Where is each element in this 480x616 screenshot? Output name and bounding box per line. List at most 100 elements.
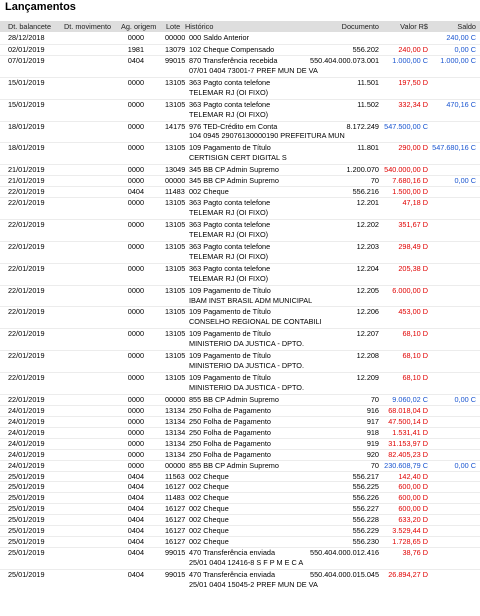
col-ag-origem[interactable]: Ag. origem	[121, 22, 157, 31]
cell-historico: 002 Cheque	[189, 526, 229, 536]
table-row: 22/01/2019 0404 11483 002 Cheque 556.216 1.50…	[0, 186, 480, 197]
cell-ag-origem: 0000	[127, 394, 144, 404]
cell-saldo: 0,00 C	[454, 44, 477, 54]
cell-saldo: 0,00 C	[454, 394, 477, 404]
table-row: 24/01/2019 0000 13134 250 Folha de Pagament…	[0, 426, 480, 438]
cell-historico-detail: MINISTERIO DA JUSTICA - DPTO.	[189, 361, 305, 371]
cell-documento: 12.204	[356, 263, 379, 273]
cell-valor: 26.894,27 D	[388, 569, 428, 579]
cell-historico: 855 BB CP Admin Supremo	[189, 460, 279, 470]
cell-saldo: 0,00 C	[454, 176, 477, 186]
cell-dt-balancete: 22/01/2019	[8, 219, 45, 229]
cell-ag-origem: 0000	[127, 460, 144, 470]
cell-ag-origem: 0000	[127, 438, 144, 448]
col-saldo[interactable]: Saldo	[457, 22, 476, 31]
table-row-detail: CERTISIGN CERT DIGITAL S	[0, 153, 480, 164]
cell-documento: 556.202	[352, 44, 379, 54]
cell-valor: 82.405,23 D	[388, 449, 428, 459]
table-row-detail: TELEMAR RJ (OI FIXO)	[0, 208, 480, 219]
cell-dt-balancete: 24/01/2019	[8, 405, 45, 415]
cell-historico: 363 Pagto conta telefone	[189, 99, 271, 109]
cell-dt-balancete: 24/01/2019	[8, 427, 45, 437]
cell-lote: 99015	[165, 55, 186, 65]
cell-ag-origem: 0000	[127, 329, 144, 339]
cell-dt-balancete: 18/01/2019	[8, 121, 45, 131]
cell-valor: 3.529,44 D	[392, 526, 428, 536]
cell-historico: 109 Pagamento de Título	[189, 143, 271, 153]
cell-dt-balancete: 22/01/2019	[8, 198, 45, 208]
cell-dt-balancete: 25/01/2019	[8, 526, 45, 536]
cell-historico: 250 Folha de Pagamento	[189, 416, 271, 426]
col-documento[interactable]: Documento	[341, 22, 379, 31]
table-row: 22/01/2019 0000 13105 109 Pagamento de Títu…	[0, 350, 480, 361]
cell-valor: 1.000,00 C	[392, 55, 428, 65]
table-row: 25/01/2019 0404 16127 002 Cheque 556.225 600,…	[0, 481, 480, 492]
cell-lote: 11563	[165, 471, 185, 481]
col-dt-movimento[interactable]: Dt. movimento	[64, 22, 112, 31]
cell-valor: 332,34 D	[398, 99, 428, 109]
cell-valor: 1.531,41 D	[392, 427, 428, 437]
cell-documento: 70	[370, 460, 379, 470]
table-row-detail: TELEMAR RJ (OI FIXO)	[0, 230, 480, 241]
cell-documento: 920	[366, 449, 379, 459]
cell-lote: 13134	[165, 449, 186, 459]
cell-lote: 16127	[165, 504, 186, 514]
cell-historico: 855 BB CP Admin Supremo	[189, 394, 279, 404]
table-row: 24/01/2019 0000 00000 855 BB CP Admin Supre…	[0, 459, 480, 471]
table-row-detail: MINISTERIO DA JUSTICA - DPTO.	[0, 339, 480, 350]
table-row: 15/01/2019 0000 13105 363 Pagto conta telef…	[0, 76, 480, 88]
cell-ag-origem: 0000	[127, 373, 144, 383]
cell-lote: 13079	[165, 44, 186, 54]
cell-ag-origem: 1981	[127, 44, 144, 54]
table-row: 25/01/2019 0404 16127 002 Cheque 556.230 1.72…	[0, 536, 480, 547]
cell-historico-detail: CONSELHO REGIONAL DE CONTABILI	[189, 317, 322, 327]
cell-ag-origem: 0000	[127, 165, 144, 175]
cell-lote: 13105	[165, 329, 186, 339]
cell-documento: 70	[370, 176, 379, 186]
cell-dt-balancete: 15/01/2019	[8, 77, 45, 87]
cell-dt-balancete: 15/01/2019	[8, 99, 45, 109]
col-lote[interactable]: Lote	[166, 22, 181, 31]
cell-ag-origem: 0000	[127, 405, 144, 415]
cell-historico: 109 Pagamento de Título	[189, 307, 271, 317]
cell-lote: 00000	[165, 33, 186, 42]
cell-ag-origem: 0404	[127, 504, 144, 514]
col-dt-balancete[interactable]: Dt. balancete	[8, 22, 51, 31]
cell-valor: 68,10 D	[402, 329, 428, 339]
cell-valor: 6.000,00 D	[392, 285, 428, 295]
table-row: 22/01/2019 0000 00000 855 BB CP Admin Supre…	[0, 393, 480, 405]
cell-historico-detail: TELEMAR RJ (OI FIXO)	[189, 251, 269, 261]
col-valor[interactable]: Valor R$	[400, 22, 428, 31]
table-row: 24/01/2019 0000 13134 250 Folha de Pagament…	[0, 415, 480, 427]
col-historico[interactable]: Histórico	[185, 22, 214, 31]
cell-ag-origem: 0000	[127, 143, 144, 153]
cell-documento: 550.404.000.015.045	[310, 569, 379, 579]
table-row: 22/01/2019 0000 13105 363 Pagto conta telef…	[0, 197, 480, 208]
cell-documento: 556.217	[352, 471, 379, 481]
cell-lote: 99015	[165, 569, 186, 579]
cell-valor: 540.000,00 D	[384, 165, 428, 175]
cell-valor: 31.153,97 D	[388, 438, 428, 448]
cell-historico: 976 TED-Crédito em Conta	[189, 121, 278, 131]
cell-lote: 00000	[165, 460, 186, 470]
table-row-detail: TELEMAR RJ (OI FIXO)	[0, 274, 480, 285]
cell-valor: 142,40 D	[398, 471, 428, 481]
table-row-detail: MINISTERIO DA JUSTICA - DPTO.	[0, 383, 480, 394]
cell-dt-balancete: 24/01/2019	[8, 438, 45, 448]
cell-documento: 919	[366, 438, 379, 448]
cell-documento: 918	[366, 427, 379, 437]
cell-lote: 13105	[165, 198, 186, 208]
cell-dt-balancete: 21/01/2019	[8, 176, 45, 186]
cell-valor: 453,00 D	[398, 307, 428, 317]
table-row: 22/01/2019 0000 13105 109 Pagamento de Títu…	[0, 306, 480, 317]
cell-historico-detail: TELEMAR RJ (OI FIXO)	[189, 87, 269, 97]
cell-historico: 250 Folha de Pagamento	[189, 438, 271, 448]
table-row: 24/01/2019 0000 13134 250 Folha de Pagament…	[0, 404, 480, 416]
cell-lote: 16127	[165, 537, 186, 547]
table-row: 22/01/2019 0000 13105 109 Pagamento de Títu…	[0, 284, 480, 296]
cell-dt-balancete: 02/01/2019	[8, 44, 45, 54]
cell-historico-detail: CERTISIGN CERT DIGITAL S	[189, 153, 287, 163]
cell-ag-origem: 0404	[127, 515, 144, 525]
cell-valor: 1.500,00 D	[392, 187, 428, 197]
cell-ag-origem: 0404	[127, 55, 144, 65]
